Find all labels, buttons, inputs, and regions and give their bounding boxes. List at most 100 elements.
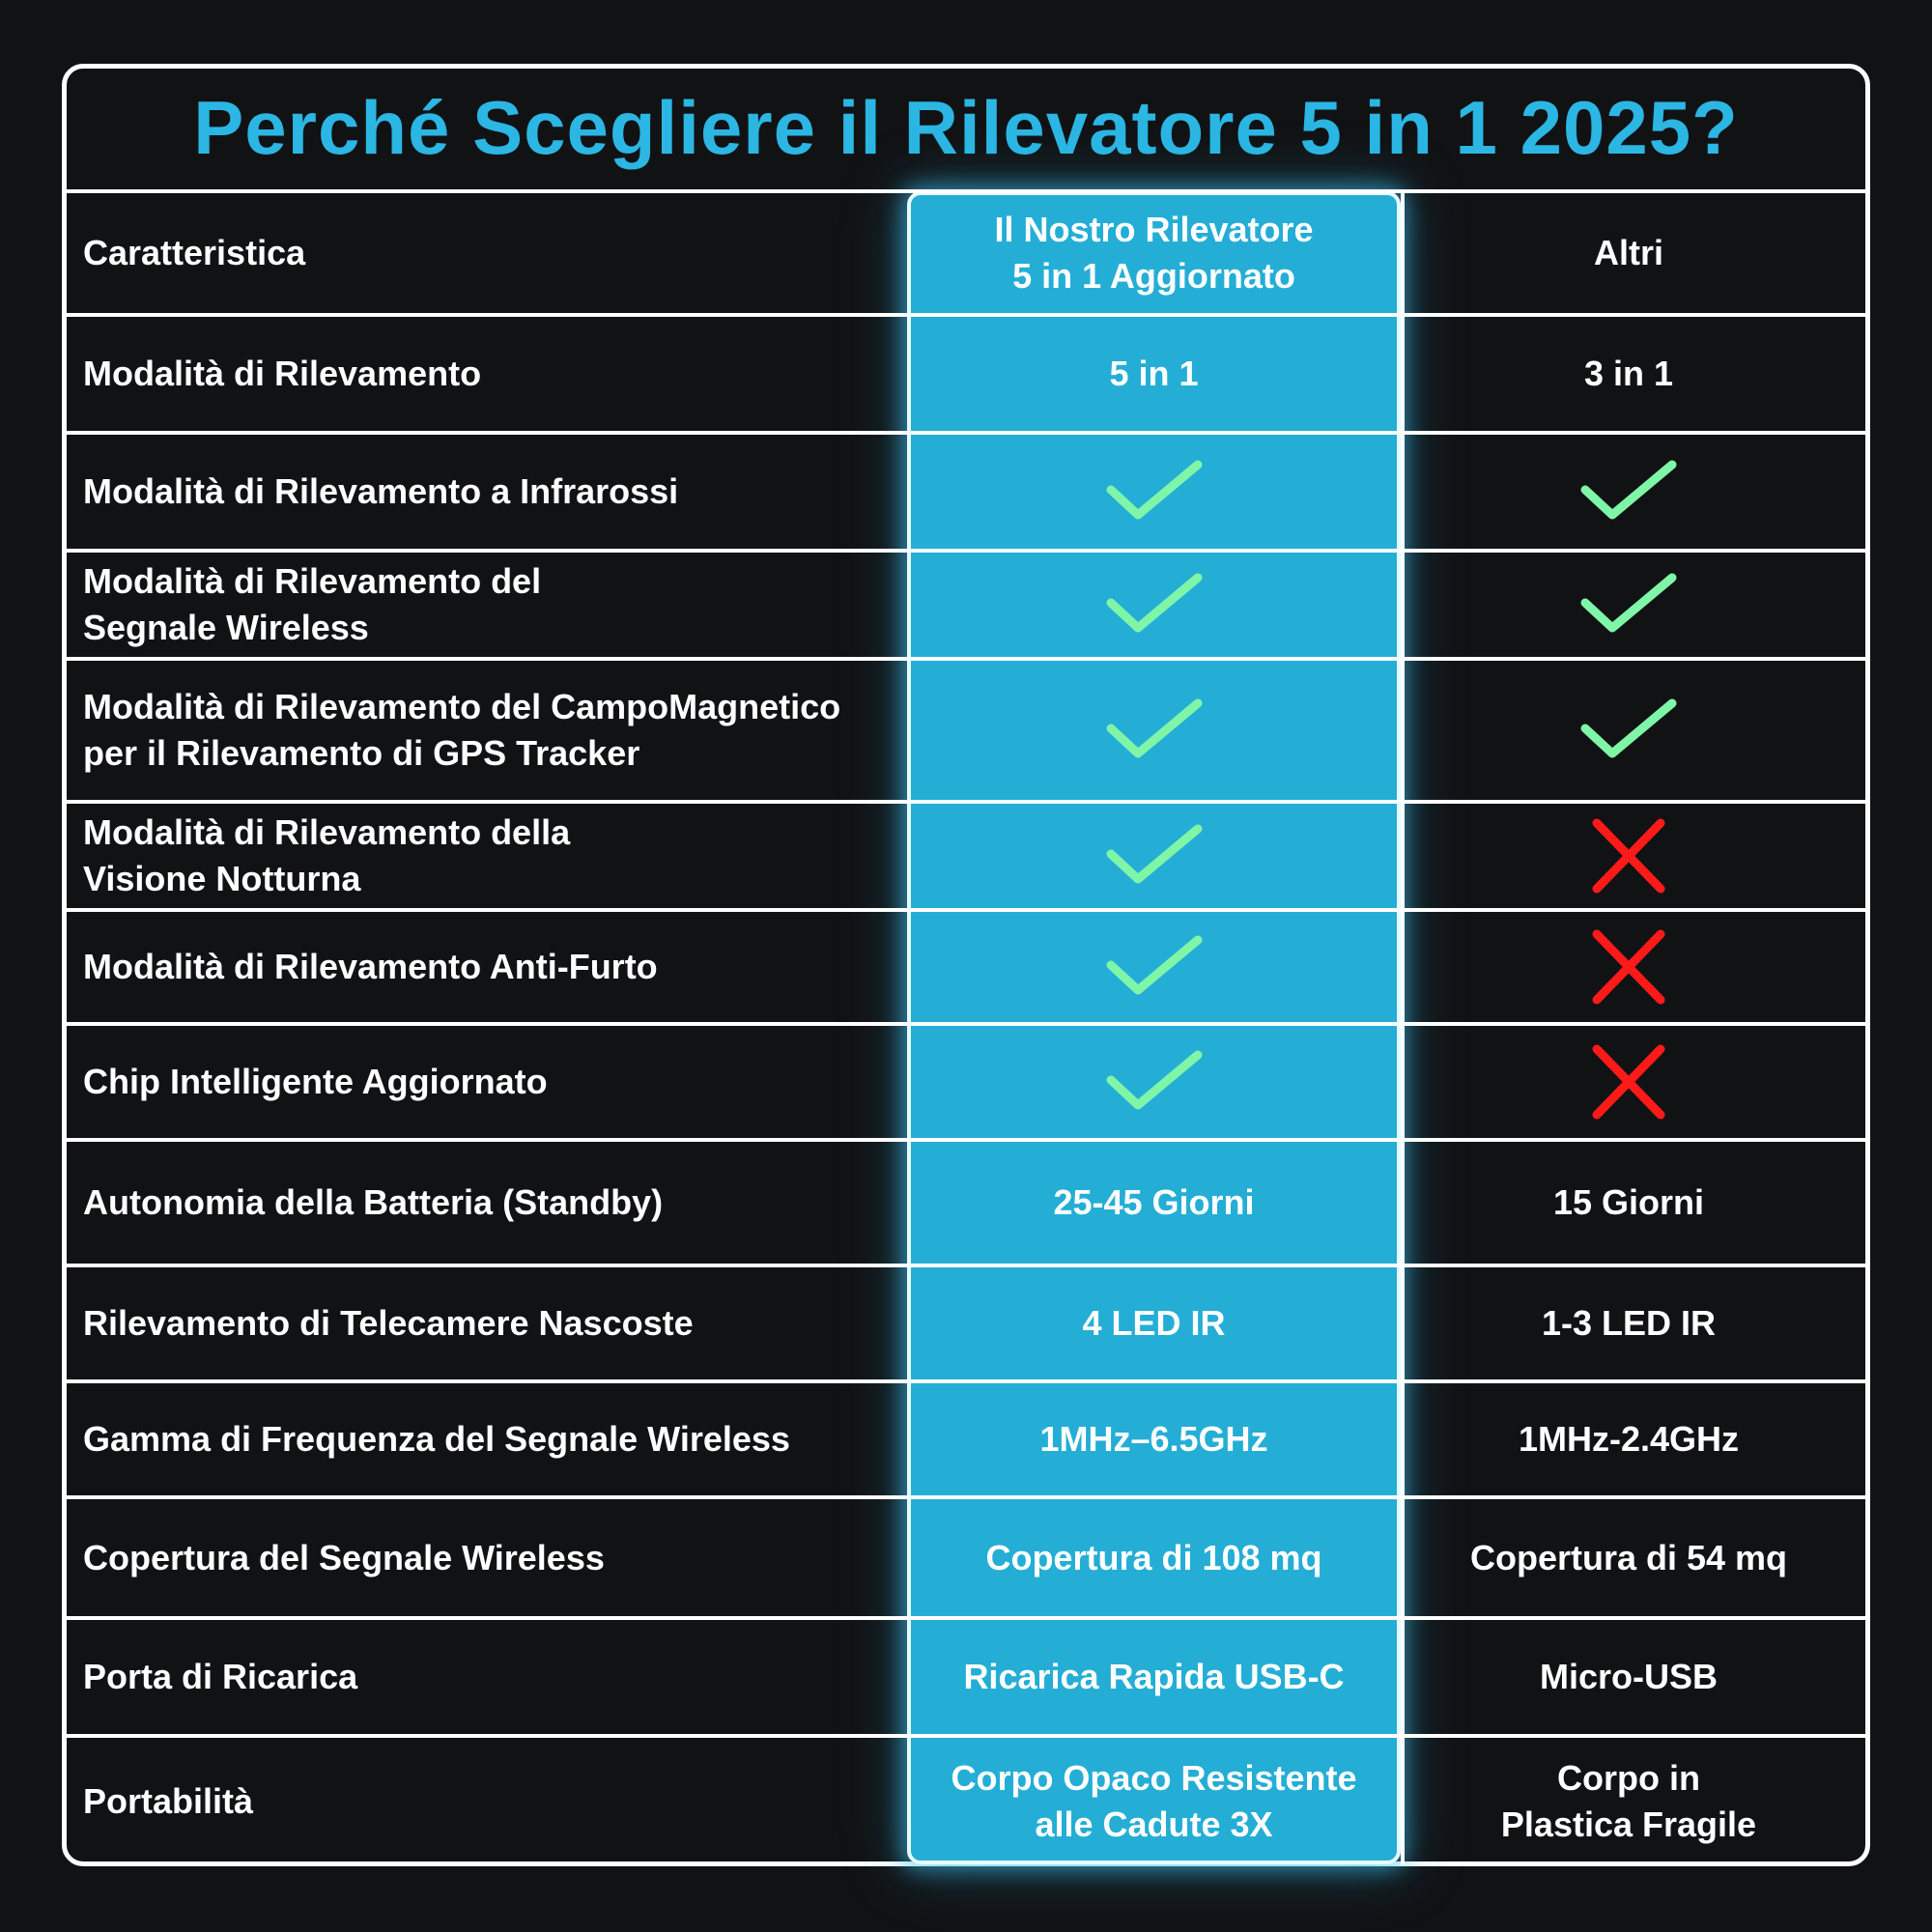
check-icon [1580, 698, 1677, 758]
row-our-value: Corpo Opaco Resistente alle Cadute 3X [911, 1738, 1397, 1864]
row-others-value: 1MHz-2.4GHz [1403, 1383, 1855, 1495]
row-our-value: 4 LED IR [911, 1267, 1397, 1379]
row-our-value: Ricarica Rapida USB-C [911, 1620, 1397, 1734]
row-divider [64, 657, 1868, 661]
row-divider [64, 431, 1868, 435]
cell-text: Chip Intelligente Aggiornato [83, 1062, 548, 1101]
row-feature: Copertura del Segnale Wireless [83, 1499, 904, 1616]
cell-text: Copertura di 54 mq [1469, 1537, 1788, 1577]
row-feature: Modalità di Rilevamento della Visione No… [83, 804, 904, 908]
our-product-column-highlight [907, 191, 1401, 1864]
row-our-value: 5 in 1 [911, 317, 1397, 431]
cross-icon [1592, 929, 1665, 1005]
row-feature: Rilevamento di Telecamere Nascoste [83, 1267, 904, 1379]
row-feature: Modalità di Rilevamento del CampoMagneti… [83, 661, 904, 800]
check-icon [1106, 698, 1202, 758]
cell-text: 1-3 LED IR [1541, 1303, 1717, 1343]
cell-text: 15 Giorni [1552, 1182, 1705, 1222]
cell-text: Altri [1594, 233, 1663, 272]
cell-text: 5 in 1 [1109, 354, 1199, 393]
cell-text: Modalità di Rilevamento del CampoMagneti… [83, 687, 841, 773]
cell-text: Caratteristica [83, 233, 306, 272]
cell-text: Micro-USB [1539, 1657, 1718, 1696]
row-feature: Modalità di Rilevamento Anti-Furto [83, 912, 904, 1022]
row-others-value [1403, 553, 1855, 657]
check-icon [1580, 573, 1677, 633]
row-others-value [1403, 912, 1855, 1022]
row-others-value: 3 in 1 [1403, 317, 1855, 431]
row-divider [64, 1734, 1868, 1738]
cell-text: Modalità di Rilevamento [83, 354, 482, 393]
row-others-value [1403, 435, 1855, 549]
row-divider [64, 1379, 1868, 1383]
row-divider [64, 1138, 1868, 1142]
row-our-value [911, 804, 1397, 908]
header-feature: Caratteristica [83, 193, 904, 313]
row-others-value: Corpo in Plastica Fragile [1403, 1738, 1855, 1864]
row-divider [64, 313, 1868, 317]
cell-text: 1MHz–6.5GHz [1039, 1419, 1268, 1459]
cell-text: Corpo in Plastica Fragile [1500, 1757, 1757, 1844]
cross-icon [1592, 818, 1665, 894]
row-our-value [911, 435, 1397, 549]
row-our-value [911, 1026, 1397, 1138]
cell-text: Gamma di Frequenza del Segnale Wireless [83, 1419, 790, 1459]
cell-text: Corpo Opaco Resistente alle Cadute 3X [951, 1757, 1357, 1844]
cell-text: Modalità di Rilevamento a Infrarossi [83, 471, 679, 511]
row-divider [64, 800, 1868, 804]
row-our-value: Copertura di 108 mq [911, 1499, 1397, 1616]
check-icon [1106, 824, 1202, 884]
row-our-value [911, 553, 1397, 657]
cell-text: Porta di Ricarica [83, 1657, 358, 1696]
row-divider [64, 1264, 1868, 1267]
cell-text: 25-45 Giorni [1053, 1182, 1255, 1222]
cell-text: Rilevamento di Telecamere Nascoste [83, 1303, 694, 1343]
check-icon [1106, 935, 1202, 995]
row-our-value [911, 912, 1397, 1022]
cell-text: 1MHz-2.4GHz [1518, 1419, 1740, 1459]
row-feature: Modalità di Rilevamento a Infrarossi [83, 435, 904, 549]
cell-text: Il Nostro Rilevatore 5 in 1 Aggiornato [994, 210, 1314, 296]
row-divider [64, 908, 1868, 912]
row-our-value: 25-45 Giorni [911, 1142, 1397, 1264]
row-others-value: Copertura di 54 mq [1403, 1499, 1855, 1616]
row-divider [64, 549, 1868, 553]
check-icon [1580, 460, 1677, 520]
cell-text: 4 LED IR [1082, 1303, 1226, 1343]
row-our-value: 1MHz–6.5GHz [911, 1383, 1397, 1495]
row-feature: Gamma di Frequenza del Segnale Wireless [83, 1383, 904, 1495]
cross-icon [1592, 1044, 1665, 1120]
row-feature: Modalità di Rilevamento [83, 317, 904, 431]
row-feature: Modalità di Rilevamento del Segnale Wire… [83, 553, 904, 657]
row-divider [64, 1495, 1868, 1499]
check-icon [1106, 573, 1202, 633]
cell-text: 3 in 1 [1583, 354, 1674, 393]
cell-text: Modalità di Rilevamento della Visione No… [83, 812, 571, 898]
cell-text: Modalità di Rilevamento del Segnale Wire… [83, 561, 542, 647]
row-others-value [1403, 1026, 1855, 1138]
row-feature: Porta di Ricarica [83, 1620, 904, 1734]
row-others-value [1403, 804, 1855, 908]
cell-text: Portabilità [83, 1780, 254, 1821]
cell-text: Copertura del Segnale Wireless [83, 1537, 605, 1577]
check-icon [1106, 1050, 1202, 1110]
cell-text: Copertura di 108 mq [985, 1537, 1322, 1577]
cell-text: Ricarica Rapida USB-C [963, 1657, 1345, 1696]
column-divider [1401, 191, 1405, 1864]
row-divider [64, 189, 1868, 193]
row-others-value [1403, 661, 1855, 800]
row-our-value [911, 661, 1397, 800]
row-others-value: Micro-USB [1403, 1620, 1855, 1734]
row-feature: Chip Intelligente Aggiornato [83, 1026, 904, 1138]
page-title: Perché Scegliere il Rilevatore 5 in 1 20… [193, 84, 1739, 170]
row-divider [64, 1022, 1868, 1026]
cell-text: Modalità di Rilevamento Anti-Furto [83, 947, 658, 986]
row-others-value: 1-3 LED IR [1403, 1267, 1855, 1379]
row-feature: Autonomia della Batteria (Standby) [83, 1142, 904, 1264]
row-others-value: 15 Giorni [1403, 1142, 1855, 1264]
header-our-product: Il Nostro Rilevatore 5 in 1 Aggiornato [911, 193, 1397, 313]
row-feature: Portabilità [83, 1738, 904, 1864]
row-divider [64, 1616, 1868, 1620]
header-others: Altri [1403, 193, 1855, 313]
check-icon [1106, 460, 1202, 520]
